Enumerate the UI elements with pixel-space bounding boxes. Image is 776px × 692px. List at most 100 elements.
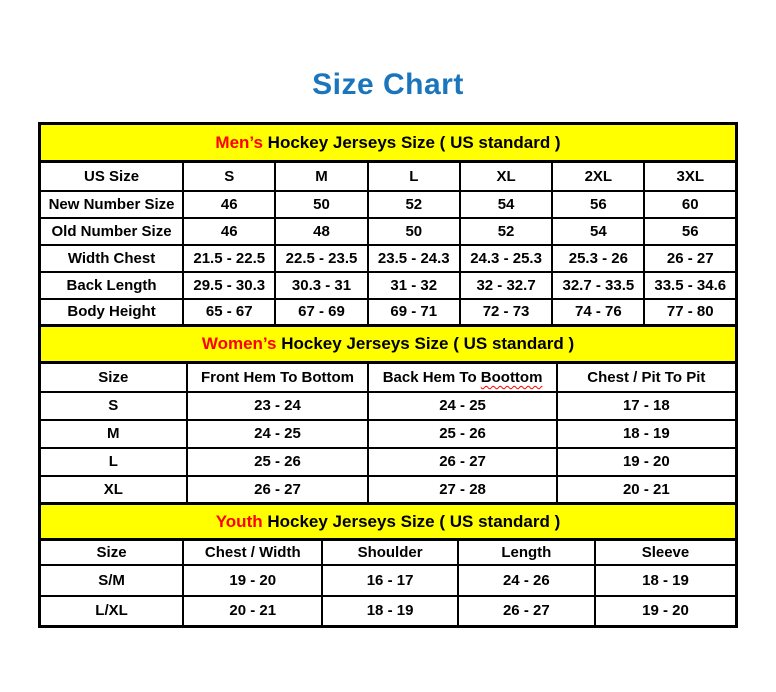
mens-header-row: US Size S M L XL 2XL 3XL	[38, 160, 738, 192]
value-cell: 26 - 27	[456, 594, 596, 628]
table-row: S 23 - 24 24 - 25 17 - 18	[38, 390, 738, 421]
value-cell: 67 - 69	[274, 297, 369, 327]
value-cell: 74 - 76	[551, 297, 646, 327]
youth-size-table: Youth Hockey Jerseys Size ( US standard …	[38, 502, 738, 628]
value-cell: 29.5 - 30.3	[182, 270, 277, 300]
value-cell: 56	[643, 216, 738, 246]
youth-section-title-accent: Youth	[215, 511, 263, 531]
value-cell: 72 - 73	[458, 297, 554, 327]
value-cell: 32 - 32.7	[458, 270, 554, 300]
value-cell: 18 - 19	[555, 418, 738, 449]
column-header: S	[182, 160, 277, 192]
value-cell: 26 - 27	[643, 243, 738, 273]
value-cell: 19 - 20	[593, 594, 738, 628]
value-cell: 52	[366, 189, 461, 219]
value-cell: 22.5 - 23.5	[274, 243, 369, 273]
column-header: US Size	[38, 160, 185, 192]
value-cell: 25 - 26	[185, 446, 370, 477]
row-label-cell: Width Chest	[38, 243, 185, 273]
row-label-cell: XL	[38, 474, 188, 505]
value-cell: 54	[551, 216, 646, 246]
mens-section-title: Men’s Hockey Jerseys Size ( US standard …	[38, 122, 738, 163]
value-cell: 31 - 32	[366, 270, 461, 300]
value-cell: 25.3 - 26	[551, 243, 646, 273]
value-cell: 54	[458, 189, 554, 219]
value-cell: 50	[366, 216, 461, 246]
column-header: M	[274, 160, 369, 192]
column-header: Back Hem To Boottom	[367, 361, 558, 393]
value-cell: 32.7 - 33.5	[551, 270, 646, 300]
value-cell: 26 - 27	[185, 474, 370, 505]
table-row: M 24 - 25 25 - 26 18 - 19	[38, 418, 738, 449]
row-label-cell: Back Length	[38, 270, 185, 300]
value-cell: 18 - 19	[593, 563, 738, 597]
column-header-text: Back Hem To	[382, 368, 481, 386]
value-cell: 69 - 71	[366, 297, 461, 327]
value-cell: 56	[551, 189, 646, 219]
mens-section-title-rest: Hockey Jerseys Size ( US standard )	[262, 132, 561, 152]
value-cell: 19 - 20	[555, 446, 738, 477]
value-cell: 17 - 18	[555, 390, 738, 421]
misspelled-word: Boottom	[480, 368, 543, 386]
row-label-cell: Body Height	[38, 297, 185, 327]
row-label-cell: Old Number Size	[38, 216, 185, 246]
value-cell: 18 - 19	[321, 594, 459, 628]
value-cell: 24 - 26	[456, 563, 596, 597]
column-header: 2XL	[551, 160, 646, 192]
womens-section-title: Women’s Hockey Jerseys Size ( US standar…	[38, 324, 738, 364]
row-label-cell: M	[38, 418, 188, 449]
womens-size-table: Women’s Hockey Jerseys Size ( US standar…	[38, 324, 738, 505]
mens-section-band: Men’s Hockey Jerseys Size ( US standard …	[38, 122, 738, 163]
youth-header-row: Size Chest / Width Shoulder Length Sleev…	[38, 538, 738, 566]
value-cell: 21.5 - 22.5	[182, 243, 277, 273]
column-header: Chest / Pit To Pit	[555, 361, 738, 393]
column-header: Sleeve	[593, 538, 738, 566]
column-header: Front Hem To Bottom	[185, 361, 370, 393]
value-cell: 30.3 - 31	[274, 270, 369, 300]
table-row: New Number Size 46 50 52 54 56 60	[38, 189, 738, 219]
womens-header-row: Size Front Hem To Bottom Back Hem To Boo…	[38, 361, 738, 393]
value-cell: 20 - 21	[555, 474, 738, 505]
column-header: Size	[38, 538, 185, 566]
youth-section-band: Youth Hockey Jerseys Size ( US standard …	[38, 502, 738, 541]
value-cell: 20 - 21	[182, 594, 324, 628]
value-cell: 24.3 - 25.3	[458, 243, 554, 273]
column-header: Length	[456, 538, 596, 566]
value-cell: 50	[274, 189, 369, 219]
value-cell: 23 - 24	[185, 390, 370, 421]
value-cell: 77 - 80	[643, 297, 738, 327]
column-header: 3XL	[643, 160, 738, 192]
page-title: Size Chart	[312, 68, 464, 101]
mens-section-title-accent: Men’s	[215, 132, 263, 152]
table-row: Width Chest 21.5 - 22.5 22.5 - 23.5 23.5…	[38, 243, 738, 273]
value-cell: 16 - 17	[321, 563, 459, 597]
column-header: Chest / Width	[182, 538, 324, 566]
value-cell: 65 - 67	[182, 297, 277, 327]
value-cell: 60	[643, 189, 738, 219]
womens-section-title-rest: Hockey Jerseys Size ( US standard )	[276, 334, 575, 353]
table-row: Old Number Size 46 48 50 52 54 56	[38, 216, 738, 246]
column-header: XL	[458, 160, 554, 192]
value-cell: 19 - 20	[182, 563, 324, 597]
table-row: XL 26 - 27 27 - 28 20 - 21	[38, 474, 738, 505]
table-row: Back Length 29.5 - 30.3 30.3 - 31 31 - 3…	[38, 270, 738, 300]
table-row: Body Height 65 - 67 67 - 69 69 - 71 72 -…	[38, 297, 738, 327]
value-cell: 27 - 28	[367, 474, 558, 505]
womens-section-band: Women’s Hockey Jerseys Size ( US standar…	[38, 324, 738, 364]
value-cell: 24 - 25	[367, 390, 558, 421]
table-row: L/XL 20 - 21 18 - 19 26 - 27 19 - 20	[38, 594, 738, 628]
row-label-cell: S	[38, 390, 188, 421]
value-cell: 23.5 - 24.3	[366, 243, 461, 273]
value-cell: 48	[274, 216, 369, 246]
value-cell: 46	[182, 189, 277, 219]
value-cell: 24 - 25	[185, 418, 370, 449]
womens-section-title-accent: Women’s	[201, 334, 277, 353]
row-label-cell: L	[38, 446, 188, 477]
column-header: L	[366, 160, 461, 192]
table-row: S/M 19 - 20 16 - 17 24 - 26 18 - 19	[38, 563, 738, 597]
row-label-cell: S/M	[38, 563, 185, 597]
column-header: Size	[38, 361, 188, 393]
table-row: L 25 - 26 26 - 27 19 - 20	[38, 446, 738, 477]
value-cell: 46	[182, 216, 277, 246]
column-header: Shoulder	[321, 538, 459, 566]
